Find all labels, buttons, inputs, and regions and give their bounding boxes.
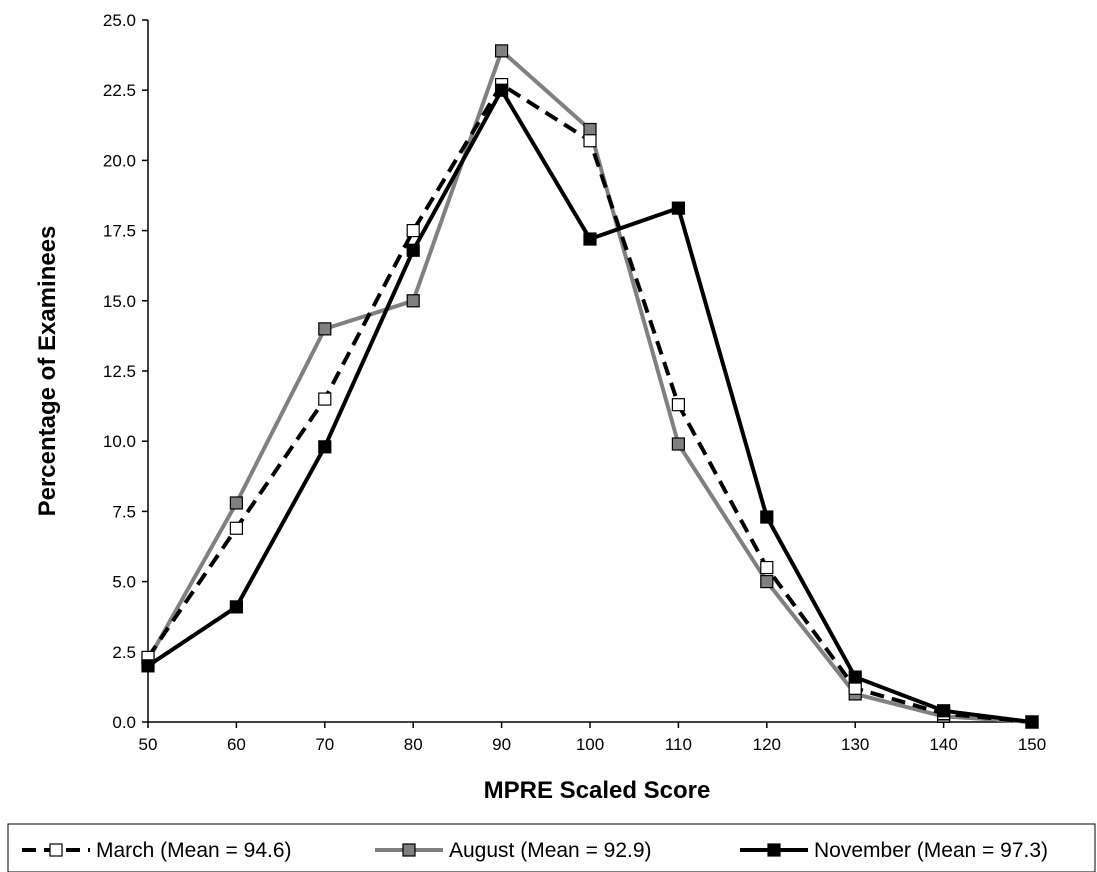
x-tick-label: 80: [404, 735, 423, 754]
y-tick-label: 2.5: [112, 643, 136, 662]
data-point-november: [760, 510, 774, 524]
x-tick-label: 130: [841, 735, 869, 754]
x-tick-label: 110: [665, 735, 692, 754]
legend-marker: [767, 843, 781, 857]
series-line-march: [146, 82, 1033, 724]
series-line-november: [146, 88, 1033, 724]
data-point-august: [495, 44, 509, 58]
data-point-november: [495, 83, 509, 97]
x-tick-label: 90: [492, 735, 511, 754]
legend: March (Mean = 94.6) August (Mean = 92.9) N…: [7, 823, 1096, 872]
data-point-march: [229, 521, 243, 535]
data-point-november: [141, 659, 155, 673]
x-ticks: 50 60 70 80 90 100 110 120 130 140 150: [139, 722, 1046, 754]
series-august: [141, 44, 1039, 729]
data-point-november: [229, 600, 243, 614]
legend-marker: [402, 843, 416, 857]
y-tick-label: 25.0: [103, 11, 136, 30]
data-point-november: [1025, 715, 1039, 729]
legend-label: August (Mean = 92.9): [449, 839, 652, 862]
y-tick-label: 20.0: [103, 151, 136, 170]
series-november: [141, 83, 1039, 729]
data-point-august: [760, 574, 774, 589]
legend-items: March (Mean = 94.6) August (Mean = 92.9) N…: [22, 839, 1048, 862]
x-tick-label: 100: [576, 735, 604, 754]
x-tick-label: 50: [139, 735, 158, 754]
legend-item-november: November (Mean = 97.3): [740, 839, 1048, 862]
y-tick-label: 17.5: [103, 222, 136, 241]
y-tick-label: 22.5: [103, 81, 136, 100]
data-point-march: [583, 134, 597, 148]
y-tick-label: 7.5: [112, 502, 136, 521]
legend-item-march: March (Mean = 94.6): [22, 839, 292, 862]
x-tick-label: 70: [315, 735, 334, 754]
y-ticks: 0.0 2.5 5.0 7.5 10.0 12.5 15.0 17.5 20.0 22.5 25.0: [103, 11, 148, 732]
data-point-march: [848, 681, 862, 695]
data-point-august: [583, 122, 597, 137]
legend-box: [7, 823, 1096, 872]
data-point-august: [406, 294, 420, 308]
x-tick-label: 120: [753, 735, 781, 754]
series-march: [141, 77, 1039, 729]
x-tick-label: 140: [929, 735, 957, 754]
y-tick-label: 0.0: [112, 713, 136, 732]
legend-label: November (Mean = 97.3): [814, 839, 1048, 862]
data-point-november: [583, 232, 597, 246]
y-axis-title: Percentage of Examinees: [34, 226, 61, 517]
series-line-august: [146, 48, 1033, 724]
y-tick-label: 5.0: [112, 573, 136, 592]
x-tick-label: 150: [1018, 735, 1046, 754]
series-layer: [141, 44, 1039, 729]
data-point-november: [936, 704, 951, 718]
legend-marker: [49, 843, 63, 857]
data-point-march: [671, 398, 686, 412]
data-point-november: [848, 670, 862, 684]
legend-label: March (Mean = 94.6): [96, 839, 292, 862]
y-tick-label: 10.0: [103, 432, 136, 451]
x-tick-label: 60: [227, 735, 246, 754]
data-point-august: [229, 496, 243, 510]
data-point-march: [760, 560, 774, 575]
y-tick-label: 12.5: [103, 362, 136, 381]
y-tick-label: 15.0: [103, 292, 136, 311]
data-point-march: [318, 392, 332, 406]
x-axis-title: MPRE Scaled Score: [484, 777, 711, 804]
data-point-november: [406, 243, 420, 257]
data-point-november: [318, 440, 332, 454]
data-point-march: [406, 224, 420, 238]
legend-item-august: August (Mean = 92.9): [375, 839, 652, 862]
data-point-august: [318, 322, 332, 336]
data-point-november: [671, 201, 686, 215]
data-point-august: [671, 437, 686, 451]
